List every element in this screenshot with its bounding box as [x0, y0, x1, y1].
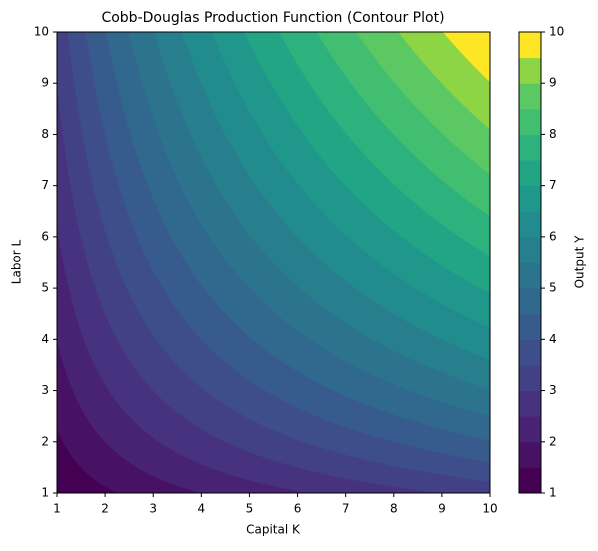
x-tick-label: 2 [101, 502, 109, 516]
x-tick-label: 9 [438, 502, 446, 516]
y-tick-label: 5 [41, 281, 49, 295]
colorbar-band [519, 364, 541, 392]
colorbar-band [519, 313, 541, 340]
y-tick-label: 10 [34, 25, 49, 39]
y-tick-label: 3 [41, 383, 49, 397]
y-tick-label: 6 [41, 229, 49, 243]
colorbar-band [519, 134, 541, 161]
x-tick-label: 6 [294, 502, 302, 516]
colorbar-tick-label: 5 [549, 281, 557, 295]
x-tick-label: 3 [149, 502, 157, 516]
colorbar-band [519, 108, 541, 135]
x-tick-label: 8 [390, 502, 398, 516]
colorbar-band [519, 160, 541, 187]
y-tick-label: 1 [41, 486, 49, 500]
colorbar-band [519, 83, 541, 110]
plot-frame [56, 31, 491, 494]
x-tick-label: 1 [53, 502, 61, 516]
x-tick-label: 4 [198, 502, 206, 516]
colorbar-band [519, 236, 541, 263]
colorbar-tick-label: 1 [549, 486, 557, 500]
colorbar-label: Output Y [573, 235, 587, 288]
colorbar-band [519, 288, 541, 315]
y-tick-label: 8 [41, 127, 49, 141]
colorbar-tick-label: 6 [549, 229, 557, 243]
colorbar-band [519, 185, 541, 212]
colorbar-band [519, 57, 541, 84]
colorbar-tick-label: 3 [549, 383, 557, 397]
x-axis-label: Capital K [246, 523, 301, 537]
colorbar-tick-label: 2 [549, 434, 557, 448]
colorbar-tick-label: 7 [549, 178, 557, 192]
y-axis-label: Labor L [10, 239, 24, 284]
y-tick-label: 7 [41, 178, 49, 192]
colorbar-band [519, 467, 541, 494]
colorbar-tick-label: 4 [549, 332, 557, 346]
colorbar-band [519, 262, 541, 289]
colorbar-band [519, 32, 541, 59]
colorbar-tick-label: 10 [549, 25, 564, 39]
y-tick-label: 2 [41, 434, 49, 448]
colorbar-band [519, 416, 541, 443]
colorbar-band [519, 339, 541, 366]
colorbar-frame [518, 31, 542, 494]
colorbar-band [519, 211, 541, 238]
x-tick-label: 7 [342, 502, 350, 516]
y-tick-label: 9 [41, 76, 49, 90]
y-tick-label: 4 [41, 332, 49, 346]
colorbar-band [519, 390, 541, 417]
x-tick-label: 5 [246, 502, 254, 516]
chart-title: Cobb-Douglas Production Function (Contou… [101, 10, 444, 26]
colorbar-band [519, 441, 541, 468]
colorbar-tick-label: 8 [549, 127, 557, 141]
x-tick-label: 10 [482, 502, 497, 516]
colorbar-tick-label: 9 [549, 76, 557, 90]
